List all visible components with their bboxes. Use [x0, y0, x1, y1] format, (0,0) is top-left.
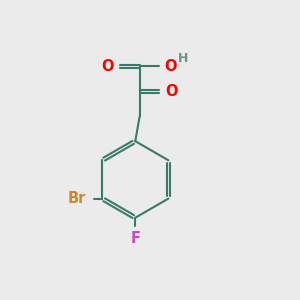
- Text: H: H: [178, 52, 188, 65]
- Text: O: O: [165, 84, 178, 99]
- Text: O: O: [165, 58, 177, 74]
- Text: O: O: [102, 58, 114, 74]
- Text: F: F: [130, 231, 140, 246]
- Text: Br: Br: [68, 191, 86, 206]
